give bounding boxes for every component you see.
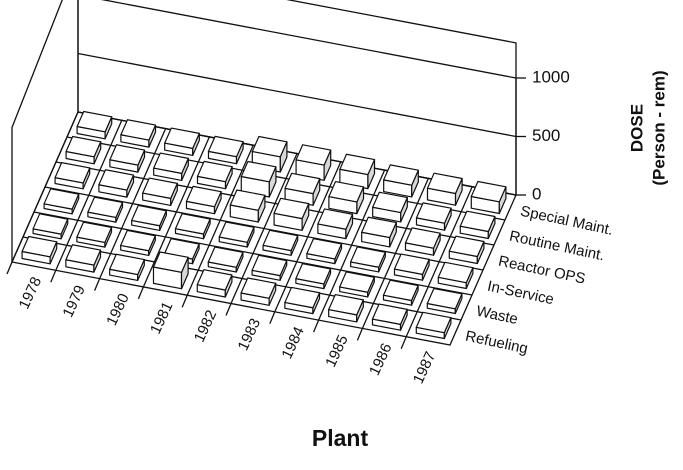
bar-top [207,135,244,158]
bar-top [383,164,419,186]
bar-top [251,135,288,158]
bar-top [262,229,299,252]
x-axis-label: Plant [312,425,369,451]
row-label: In-Service [486,278,556,309]
bar-top [153,152,189,174]
bar-top [109,253,145,276]
bar-top [328,293,364,316]
bar-top [350,246,386,268]
bar-top [295,263,332,285]
bar-top [43,188,80,210]
x-tick [137,286,144,300]
x-tick [50,270,57,283]
bar-top [164,127,200,149]
bar-top [415,311,452,334]
x-tick-label: 1981 [147,299,177,336]
row-label: Refueling [464,328,530,358]
x-tick-label: 1985 [322,332,352,369]
bar-top [76,221,113,244]
x-tick-label: 1984 [278,324,308,361]
bar-top [339,271,375,293]
x-tick-label: 1986 [366,341,396,378]
x-tick-label: 1978 [16,274,46,311]
x-tick [313,319,320,333]
x-tick [181,294,188,308]
grid-line [100,0,517,79]
row-label: Waste [475,303,520,328]
bar-top [21,235,58,258]
bar-top [174,213,211,235]
bar-top [404,227,441,249]
bar-top [426,287,463,310]
x-tick-label: 1987 [410,349,440,386]
x-tick [400,336,407,349]
bar-top [317,208,354,230]
bar-top [120,119,157,141]
x-tick [356,328,363,341]
bar-top [295,144,332,166]
x-tick-label: 1979 [59,283,89,320]
bar-top [131,204,167,227]
bar-top [142,177,178,199]
bar-top [185,185,222,208]
bar-top [196,160,233,183]
floor-line [33,211,473,296]
grid-line [77,52,517,138]
bar-top [54,162,91,184]
bar-top [109,144,146,166]
x-tick-label: 1983 [235,316,265,353]
bar-top [328,180,365,203]
bar-top [284,286,321,309]
bar-top [339,153,376,176]
x-tick [6,261,13,275]
x-tick [269,311,276,325]
x-tick-label: 1982 [191,308,221,345]
bar-top [196,269,233,291]
bar-top [437,261,474,284]
x-tick [93,278,101,291]
x-tick [225,303,232,316]
bar-top [207,246,244,268]
bar-top [284,172,321,195]
x-tick-label: 1980 [103,291,133,328]
bar-top [273,197,310,220]
bar-top [240,160,277,183]
bar-top [229,189,266,211]
bar-top [426,172,463,195]
bar-top [32,213,69,235]
bar-top [393,253,430,275]
bar-top [361,216,397,239]
bar-top [470,180,507,203]
bar-top [372,191,408,214]
bar-top [87,196,124,219]
z-axis-label: DOSE [627,104,646,152]
bar-top [382,279,419,302]
bar-top [65,244,102,266]
z-tick-label: 1000 [532,67,570,86]
bar-top [120,229,156,252]
bar-top [448,235,485,258]
bar-top [415,202,452,224]
bar-top [240,277,277,299]
z-tick-label: 0 [532,184,541,203]
z-tick-label: 500 [532,126,560,145]
z-axis-label: (Person - rem) [649,70,668,185]
bar-top [306,238,343,260]
bar-top [218,221,255,243]
bar-top [65,135,102,158]
bar-top [152,251,189,273]
bar-top [459,210,496,233]
bar-top [371,303,408,325]
bar-top [98,169,135,191]
bar-top [251,254,288,277]
bar-top [76,110,113,133]
